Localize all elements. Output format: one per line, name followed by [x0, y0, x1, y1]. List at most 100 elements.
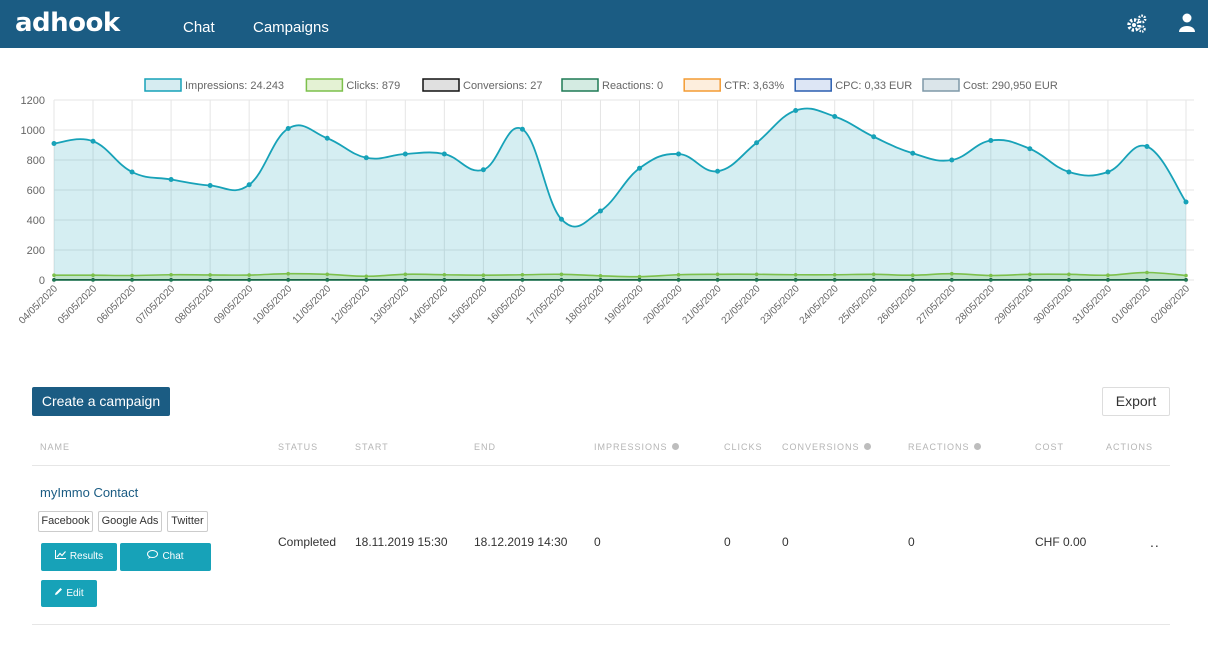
y-tick-label: 1000 — [21, 125, 45, 137]
impressions-point — [1066, 169, 1072, 175]
reactions-point — [754, 278, 759, 282]
top-navbar: adhook Chat Campaigns — [0, 0, 1208, 48]
impressions-point — [637, 165, 643, 171]
info-icon[interactable] — [973, 443, 981, 450]
results-label: Results — [69, 551, 104, 562]
column-header-start[interactable]: START — [355, 442, 389, 452]
results-button[interactable]: Results — [41, 543, 117, 571]
impressions-point — [832, 114, 838, 119]
start-date-cell: 18.11.2019 15:30 — [355, 535, 448, 549]
clicks-point — [442, 272, 447, 277]
column-header-impressions[interactable]: IMPRESSIONS — [594, 442, 679, 452]
clicks-point — [598, 274, 603, 278]
legend-swatch — [794, 78, 832, 92]
x-tick-label: 14/05/2020 — [407, 283, 450, 326]
clicks-point — [1106, 273, 1110, 277]
clicks-point — [91, 273, 95, 277]
column-header-clicks[interactable]: CLICKS — [724, 442, 763, 452]
impressions-header-label: IMPRESSIONS — [594, 442, 668, 452]
reactions-point — [910, 278, 915, 282]
gears-icon[interactable] — [1126, 14, 1148, 39]
y-tick-label: 800 — [27, 155, 45, 167]
clicks-cell: 0 — [724, 535, 731, 549]
nav-link-chat[interactable]: Chat — [183, 19, 215, 36]
reactions-point — [715, 278, 720, 282]
row-actions-menu[interactable]: .. — [1150, 534, 1160, 550]
legend-label: CPC: 0,33 EUR — [835, 80, 912, 92]
status-cell: Completed — [278, 535, 337, 549]
y-tick-label: 0 — [39, 275, 45, 287]
edit-button[interactable]: Edit — [41, 580, 97, 607]
x-tick-label: 07/05/2020 — [134, 283, 177, 326]
export-button[interactable]: Export — [1102, 387, 1170, 416]
impressions-point — [285, 126, 291, 131]
legend-swatch — [422, 78, 460, 92]
legend-swatch — [561, 78, 599, 92]
x-tick-label: 30/05/2020 — [1032, 283, 1075, 326]
clicks-point — [208, 273, 212, 277]
reactions-point — [364, 278, 369, 282]
y-tick-label: 400 — [27, 215, 45, 227]
impressions-point — [1144, 144, 1150, 149]
x-tick-label: 18/05/2020 — [563, 283, 606, 326]
impressions-point — [871, 134, 877, 140]
legend-label: Reactions: 0 — [602, 80, 663, 92]
line-chart-icon — [54, 543, 66, 571]
legend-label: Cost: 290,950 EUR — [963, 80, 1058, 92]
legend-swatch — [683, 78, 721, 92]
column-header-end[interactable]: END — [474, 442, 497, 452]
clicks-point — [1028, 272, 1032, 277]
x-tick-label: 17/05/2020 — [524, 283, 567, 326]
x-tick-label: 24/05/2020 — [798, 283, 841, 326]
clicks-point — [559, 272, 564, 277]
column-header-name[interactable]: NAME — [40, 442, 71, 452]
x-tick-label: 28/05/2020 — [954, 283, 997, 326]
legend-label: Conversions: 27 — [463, 80, 543, 92]
clicks-point — [286, 271, 291, 276]
y-tick-label: 1200 — [21, 95, 45, 107]
info-icon[interactable] — [671, 443, 679, 450]
reactions-point — [637, 278, 642, 282]
conversions-header-label: CONVERSIONS — [782, 442, 860, 452]
x-tick-label: 31/05/2020 — [1071, 283, 1114, 326]
create-campaign-button[interactable]: Create a campaign — [32, 387, 170, 416]
nav-link-campaigns[interactable]: Campaigns — [253, 19, 329, 36]
legend-swatch — [144, 78, 182, 92]
column-header-conversions[interactable]: CONVERSIONS — [782, 442, 871, 452]
chart-series — [51, 107, 1189, 282]
clicks-point — [130, 273, 134, 278]
reactions-header-label: REACTIONS — [908, 442, 970, 452]
clicks-point — [637, 274, 642, 279]
column-header-actions: ACTIONS — [1106, 442, 1154, 452]
cost-cell: CHF 0.00 — [1035, 535, 1087, 549]
chat-label: Chat — [162, 551, 184, 562]
impressions-point — [441, 151, 447, 157]
chat-button[interactable]: Chat — [120, 543, 211, 571]
campaign-name-link[interactable]: myImmo Contact — [40, 485, 139, 500]
adhook-logo[interactable]: adhook — [15, 8, 120, 38]
impressions-point — [1183, 199, 1189, 205]
impressions-point — [988, 138, 994, 143]
impressions-point — [715, 168, 721, 174]
chart-legend: Impressions: 24.243 Clicks: 879 Conversion… — [144, 78, 1058, 92]
reactions-point — [442, 278, 447, 282]
impressions-point — [597, 208, 603, 214]
clicks-point — [832, 272, 837, 277]
impressions-point — [51, 141, 57, 146]
column-header-status[interactable]: STATUS — [278, 442, 319, 452]
clicks-point — [481, 273, 486, 277]
reactions-point — [169, 278, 173, 282]
impressions-point — [402, 151, 408, 157]
impressions-point — [480, 167, 486, 173]
column-header-cost[interactable]: COST — [1035, 442, 1065, 452]
column-header-reactions[interactable]: REACTIONS — [908, 442, 981, 452]
x-tick-label: 27/05/2020 — [915, 283, 958, 326]
clicks-point — [520, 272, 525, 277]
user-icon[interactable] — [1179, 13, 1195, 38]
x-tick-label: 29/05/2020 — [993, 283, 1036, 326]
x-tick-label: 20/05/2020 — [641, 283, 684, 326]
info-icon[interactable] — [863, 443, 871, 450]
clicks-point — [325, 272, 330, 277]
x-tick-label: 23/05/2020 — [759, 283, 802, 326]
pencil-icon — [54, 580, 63, 607]
